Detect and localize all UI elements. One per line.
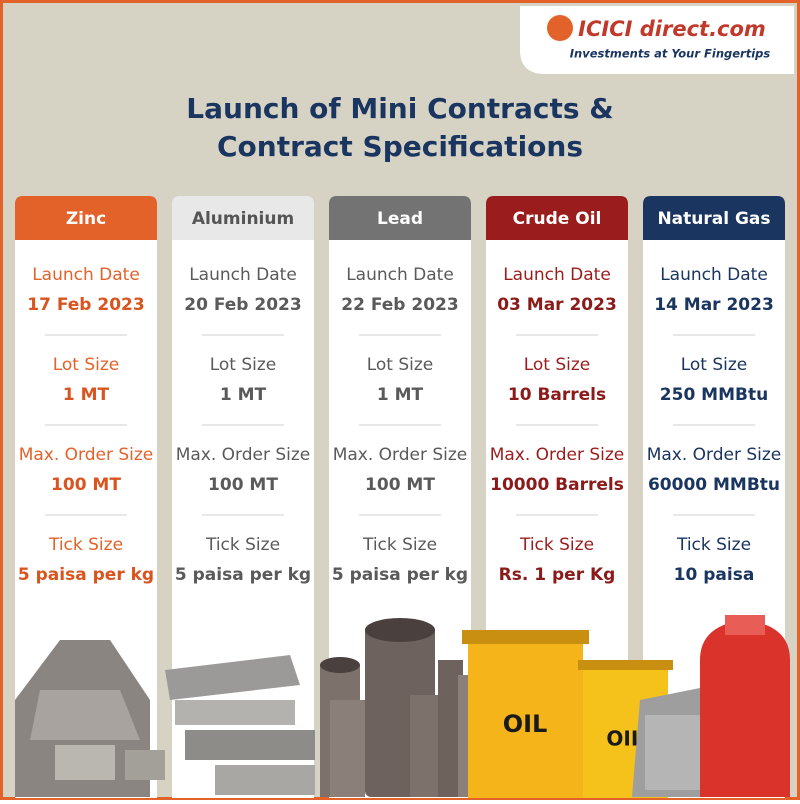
field-label: Lot Size [210,355,277,375]
column-header [329,196,471,240]
field-value: 03 Mar 2023 [497,295,617,315]
field-label: Lot Size [53,355,120,375]
illustration: OIL OIL [15,615,790,798]
field-label: Max. Order Size [490,445,625,465]
field-label: Tick Size [676,535,751,555]
column-title: Crude Oil [513,209,602,229]
field-label: Max. Order Size [333,445,468,465]
field-label: Tick Size [519,535,594,555]
field-value: 22 Feb 2023 [341,295,458,315]
field-value: 100 MT [208,475,278,495]
logo: ICICI direct.com [578,17,766,41]
field-value: 1 MT [377,385,424,405]
field-value: 10000 Barrels [490,475,624,495]
field-label: Max. Order Size [176,445,311,465]
field-value: 5 paisa per kg [18,565,154,585]
field-label: Max. Order Size [647,445,782,465]
field-value: 5 paisa per kg [332,565,468,585]
field-label: Tick Size [205,535,280,555]
field-value: 60000 MMBtu [648,475,780,495]
column-header [15,196,157,240]
tagline: Investments at Your Fingertips [570,47,771,61]
barrel-label: OIL [606,727,643,751]
column-title: Natural Gas [657,209,770,229]
field-value: 1 MT [220,385,267,405]
column-header [172,196,314,240]
column-header [643,196,785,240]
field-label: Launch Date [660,265,768,285]
logo-icon [547,15,573,41]
column-header [486,196,628,240]
logo-box [520,6,794,74]
title-line: Contract Specifications [217,130,583,163]
column-title: Lead [377,209,423,229]
column-title: Zinc [66,209,106,229]
field-label: Launch Date [32,265,140,285]
field-value: 10 paisa [674,565,755,585]
field-value: 100 MT [51,475,121,495]
field-label: Tick Size [48,535,123,555]
field-value: 20 Feb 2023 [184,295,301,315]
field-label: Launch Date [189,265,297,285]
barrel-label: OIL [503,710,548,738]
field-label: Launch Date [346,265,454,285]
field-value: 1 MT [63,385,110,405]
field-value: 14 Mar 2023 [654,295,774,315]
field-value: 17 Feb 2023 [27,295,144,315]
title-line: Launch of Mini Contracts & [186,92,613,125]
field-value: 10 Barrels [508,385,606,405]
field-value: 5 paisa per kg [175,565,311,585]
field-label: Lot Size [681,355,748,375]
field-label: Launch Date [503,265,611,285]
field-label: Tick Size [362,535,437,555]
field-label: Lot Size [524,355,591,375]
field-label: Lot Size [367,355,434,375]
field-label: Max. Order Size [19,445,154,465]
column-title: Aluminium [192,209,294,229]
field-value: 100 MT [365,475,435,495]
field-value: Rs. 1 per Kg [499,565,616,585]
field-value: 250 MMBtu [660,385,768,405]
